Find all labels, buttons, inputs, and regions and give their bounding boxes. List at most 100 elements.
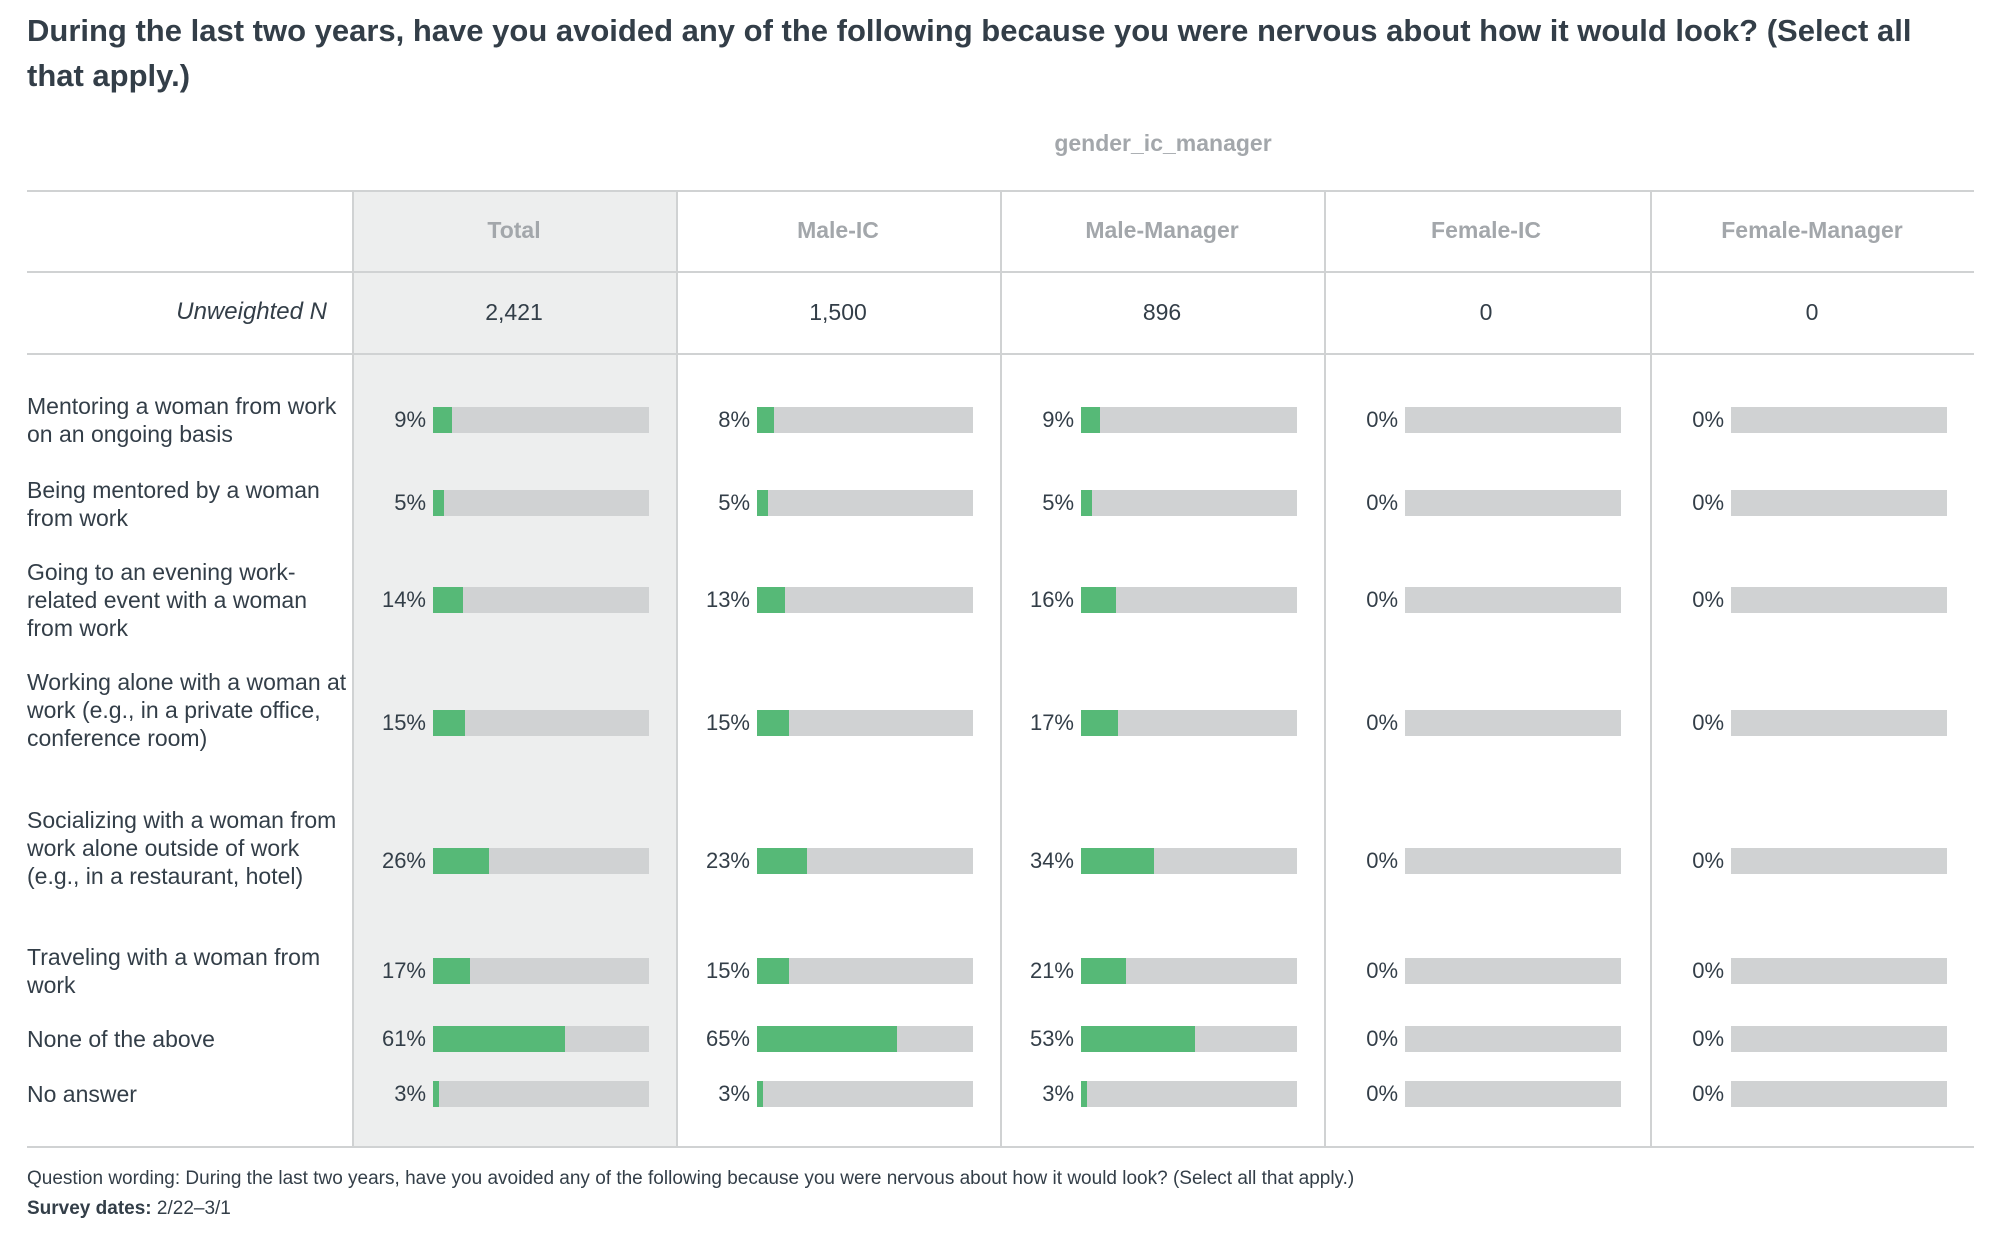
bar bbox=[1081, 1081, 1088, 1107]
bar bbox=[433, 1026, 565, 1052]
percent-label: 0% bbox=[1692, 848, 1724, 873]
survey-dates-label: Survey dates: bbox=[27, 1198, 152, 1219]
bar bbox=[433, 407, 453, 433]
percent-label: 3% bbox=[1042, 1081, 1074, 1106]
bar-track bbox=[1731, 587, 1947, 613]
row-label: Traveling with a woman from work bbox=[27, 944, 321, 998]
percent-label: 0% bbox=[1366, 1026, 1398, 1051]
bar-track bbox=[1081, 710, 1297, 736]
total-column-background bbox=[352, 190, 676, 1146]
percent-label: 16% bbox=[1029, 587, 1074, 612]
bar bbox=[433, 1081, 440, 1107]
row-label: Mentoring a woman from work on an ongoin… bbox=[27, 393, 337, 447]
percent-label: 0% bbox=[1692, 407, 1724, 432]
percent-label: 17% bbox=[381, 958, 426, 983]
column-divider bbox=[352, 190, 354, 1146]
group-header: gender_ic_manager bbox=[1054, 130, 1272, 156]
row-label: No answer bbox=[27, 1081, 137, 1107]
column-header-female-ic: Female-IC bbox=[1431, 217, 1541, 243]
bar-track bbox=[1731, 407, 1947, 433]
bar bbox=[1081, 587, 1116, 613]
table-rule bbox=[27, 1146, 1974, 1148]
bar-track bbox=[433, 1026, 649, 1052]
percent-label: 3% bbox=[718, 1081, 750, 1106]
percent-label: 65% bbox=[705, 1026, 750, 1051]
footer: Question wording: During the last two ye… bbox=[27, 1164, 1967, 1224]
percent-label: 0% bbox=[1692, 587, 1724, 612]
unweighted-n-total: 2,421 bbox=[485, 299, 543, 325]
bar-track bbox=[433, 587, 649, 613]
bar-track bbox=[1081, 958, 1297, 984]
row-label: Working alone with a woman at work (e.g.… bbox=[27, 669, 347, 751]
percent-label: 0% bbox=[1692, 1026, 1724, 1051]
column-divider bbox=[1650, 190, 1652, 1146]
bar-track bbox=[433, 848, 649, 874]
unweighted-n-male-manager: 896 bbox=[1142, 299, 1182, 325]
percent-label: 0% bbox=[1366, 407, 1398, 432]
unweighted-n-male-ic: 1,500 bbox=[809, 299, 867, 325]
bar-track bbox=[1405, 848, 1621, 874]
bar-track bbox=[757, 710, 973, 736]
unweighted-n-label: Unweighted N bbox=[176, 298, 327, 325]
bar bbox=[433, 587, 464, 613]
bar-track bbox=[1731, 1026, 1947, 1052]
unweighted-n-female-ic: 0 bbox=[1479, 299, 1493, 325]
percent-label: 5% bbox=[394, 490, 426, 515]
bar-track bbox=[757, 587, 973, 613]
percent-label: 0% bbox=[1366, 710, 1398, 735]
bar-track bbox=[1731, 958, 1947, 984]
bar bbox=[757, 587, 786, 613]
bar-track bbox=[757, 490, 973, 516]
percent-label: 15% bbox=[705, 958, 750, 983]
bar-track bbox=[1731, 848, 1947, 874]
percent-label: 0% bbox=[1692, 1081, 1724, 1106]
percent-label: 0% bbox=[1366, 1081, 1398, 1106]
bar-track bbox=[1731, 490, 1947, 516]
row-label: Going to an evening work-related event w… bbox=[27, 559, 307, 641]
unweighted-n-female-manager: 0 bbox=[1805, 299, 1819, 325]
row-label: Socializing with a woman from work alone… bbox=[27, 807, 337, 889]
bar-track bbox=[433, 1081, 649, 1107]
bar-track bbox=[1405, 407, 1621, 433]
bar-track bbox=[1081, 848, 1297, 874]
bar bbox=[757, 490, 768, 516]
percent-label: 0% bbox=[1692, 958, 1724, 983]
percent-label: 17% bbox=[1029, 710, 1074, 735]
percent-label: 26% bbox=[381, 848, 426, 873]
bar-track bbox=[1081, 490, 1297, 516]
percent-label: 9% bbox=[394, 407, 426, 432]
percent-label: 0% bbox=[1692, 490, 1724, 515]
bar-track bbox=[1405, 587, 1621, 613]
bar bbox=[757, 848, 807, 874]
bar-track bbox=[1081, 1081, 1297, 1107]
bar bbox=[1081, 490, 1092, 516]
bar-track bbox=[1081, 407, 1297, 433]
column-divider bbox=[676, 190, 678, 1146]
bar-track bbox=[757, 1026, 973, 1052]
percent-label: 34% bbox=[1029, 848, 1074, 873]
bar bbox=[757, 1026, 898, 1052]
bar bbox=[1081, 958, 1127, 984]
column-header-female-manager: Female-Manager bbox=[1721, 217, 1903, 243]
bar bbox=[757, 958, 790, 984]
bar-track bbox=[1731, 710, 1947, 736]
bar-track bbox=[757, 848, 973, 874]
column-divider bbox=[1000, 190, 1002, 1146]
bar-track bbox=[757, 1081, 973, 1107]
column-header-male-ic: Male-IC bbox=[797, 217, 879, 243]
bar bbox=[433, 710, 466, 736]
bar-track bbox=[433, 490, 649, 516]
percent-label: 23% bbox=[705, 848, 750, 873]
bar-track bbox=[433, 407, 649, 433]
row-label: None of the above bbox=[27, 1026, 215, 1052]
bar-track bbox=[1405, 958, 1621, 984]
percent-label: 0% bbox=[1366, 490, 1398, 515]
question-wording: Question wording: During the last two ye… bbox=[27, 1168, 1355, 1189]
bar-track bbox=[1405, 1026, 1621, 1052]
percent-label: 15% bbox=[705, 710, 750, 735]
column-header-total: Total bbox=[487, 217, 541, 243]
percent-label: 53% bbox=[1029, 1026, 1074, 1051]
bar-track bbox=[433, 958, 649, 984]
bar bbox=[1081, 710, 1118, 736]
